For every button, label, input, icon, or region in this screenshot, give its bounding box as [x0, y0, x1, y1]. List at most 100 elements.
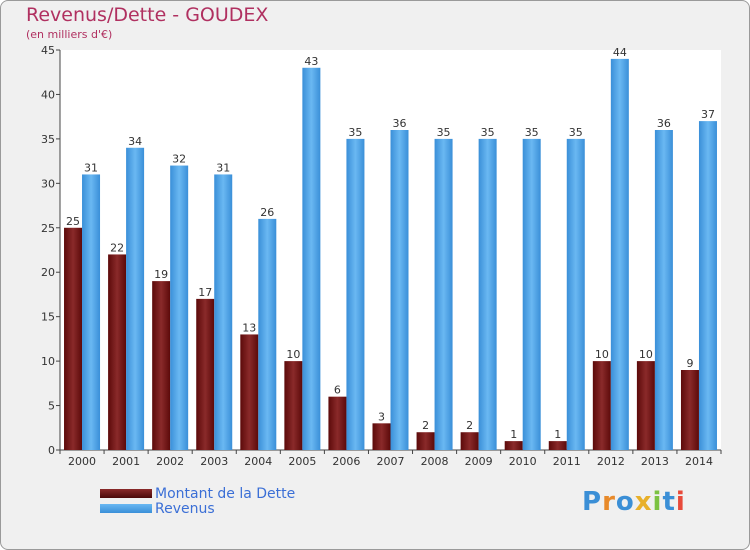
data-label-dette: 22	[110, 241, 124, 254]
data-label-revenus: 35	[569, 126, 583, 139]
x-tick-label: 2000	[68, 455, 96, 468]
data-label-revenus: 35	[481, 126, 495, 139]
bar-dette	[284, 361, 303, 450]
bar-dette	[64, 227, 83, 450]
data-label-revenus: 36	[393, 117, 407, 130]
bar-dette	[416, 432, 435, 450]
bar-revenus	[434, 138, 453, 450]
bar-dette	[680, 370, 699, 450]
bar-dette	[240, 334, 259, 450]
legend-item-dette: Montant de la Dette	[100, 485, 296, 502]
bar-revenus	[654, 130, 673, 450]
data-label-revenus: 44	[613, 46, 627, 59]
bar-dette	[636, 361, 655, 450]
bar-revenus	[610, 58, 629, 451]
x-tick-label: 2005	[288, 455, 316, 468]
data-label-dette: 9	[686, 357, 693, 370]
data-label-dette: 13	[242, 321, 256, 334]
data-label-revenus: 26	[260, 206, 274, 219]
data-label-revenus: 32	[172, 153, 186, 166]
y-tick-label: 30	[41, 177, 55, 190]
data-label-dette: 10	[286, 348, 300, 361]
data-label-dette: 3	[378, 410, 385, 423]
data-label-revenus: 35	[348, 126, 362, 139]
data-label-revenus: 36	[657, 117, 671, 130]
bar-revenus	[522, 138, 541, 450]
legend-swatch-revenus	[100, 504, 152, 513]
bar-revenus	[214, 174, 233, 450]
logo-letter: i	[652, 487, 663, 517]
bar-dette	[328, 396, 347, 450]
bar-revenus	[346, 138, 365, 450]
bar-revenus	[126, 147, 145, 450]
data-label-dette: 1	[510, 428, 517, 441]
x-tick-label: 2014	[685, 455, 713, 468]
data-label-dette: 2	[466, 419, 473, 432]
bar-dette	[592, 361, 611, 450]
logo-letter: r	[602, 487, 616, 517]
y-tick-label: 40	[41, 88, 55, 101]
bar-revenus	[170, 165, 189, 451]
x-tick-label: 2007	[377, 455, 405, 468]
legend-label-dette: Montant de la Dette	[155, 485, 296, 502]
x-tick-label: 2013	[641, 455, 669, 468]
bar-revenus	[390, 130, 409, 450]
x-tick-label: 2002	[156, 455, 184, 468]
logo-letter: P	[582, 487, 603, 517]
data-label-revenus: 37	[701, 108, 715, 121]
y-tick-label: 0	[48, 444, 55, 457]
y-tick-label: 5	[48, 400, 55, 413]
data-label-revenus: 34	[128, 135, 142, 148]
bar-dette	[372, 423, 391, 450]
data-label-dette: 19	[154, 268, 168, 281]
chart-subtitle: (en milliers d'€)	[26, 28, 113, 41]
legend-swatch-dette	[100, 489, 152, 498]
bar-revenus	[478, 138, 497, 450]
logo-letter: o	[615, 487, 635, 517]
bar-revenus	[82, 174, 101, 450]
bar-revenus	[698, 121, 717, 450]
x-tick-label: 2011	[553, 455, 581, 468]
legend: Montant de la Dette Revenus	[100, 485, 296, 517]
data-label-revenus: 35	[437, 126, 451, 139]
x-tick-label: 2008	[421, 455, 449, 468]
data-label-revenus: 31	[84, 161, 98, 174]
x-tick-label: 2001	[112, 455, 140, 468]
y-tick-label: 15	[41, 311, 55, 324]
logo-letter: t	[662, 487, 676, 517]
bar-revenus	[302, 67, 321, 451]
data-label-dette: 10	[639, 348, 653, 361]
y-tick-label: 35	[41, 133, 55, 146]
bar-dette	[460, 432, 479, 450]
x-tick-label: 2010	[509, 455, 537, 468]
x-tick-label: 2006	[332, 455, 360, 468]
logo-letter: x	[634, 487, 653, 517]
data-label-dette: 1	[554, 428, 561, 441]
x-tick-label: 2003	[200, 455, 228, 468]
bar-dette	[504, 441, 523, 450]
data-label-revenus: 43	[304, 55, 318, 68]
bar-dette	[152, 281, 171, 450]
legend-item-revenus: Revenus	[100, 500, 295, 517]
logo-letter: i	[675, 487, 686, 517]
data-label-dette: 10	[595, 348, 609, 361]
bar-revenus	[258, 218, 277, 450]
y-tick-label: 45	[41, 44, 55, 57]
y-tick-label: 10	[41, 355, 55, 368]
x-tick-label: 2012	[597, 455, 625, 468]
bar-dette	[196, 298, 215, 450]
chart-title: Revenus/Dette - GOUDEX	[26, 4, 269, 26]
bar-dette	[108, 254, 127, 450]
legend-label-revenus: Revenus	[155, 500, 215, 517]
bar-revenus	[566, 138, 585, 450]
data-label-dette: 6	[334, 384, 341, 397]
data-label-dette: 17	[198, 286, 212, 299]
x-tick-label: 2004	[244, 455, 272, 468]
x-tick-label: 2009	[465, 455, 493, 468]
data-label-revenus: 35	[525, 126, 539, 139]
proxiti-logo: Proxiti	[582, 487, 686, 517]
bar-dette	[548, 441, 567, 450]
data-label-dette: 25	[66, 215, 80, 228]
data-label-dette: 2	[422, 419, 429, 432]
